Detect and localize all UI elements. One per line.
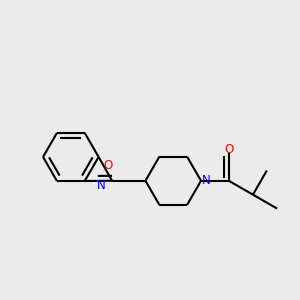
- Text: O: O: [104, 159, 113, 172]
- Text: N: N: [97, 178, 106, 192]
- Text: N: N: [202, 174, 210, 187]
- Text: O: O: [224, 143, 233, 156]
